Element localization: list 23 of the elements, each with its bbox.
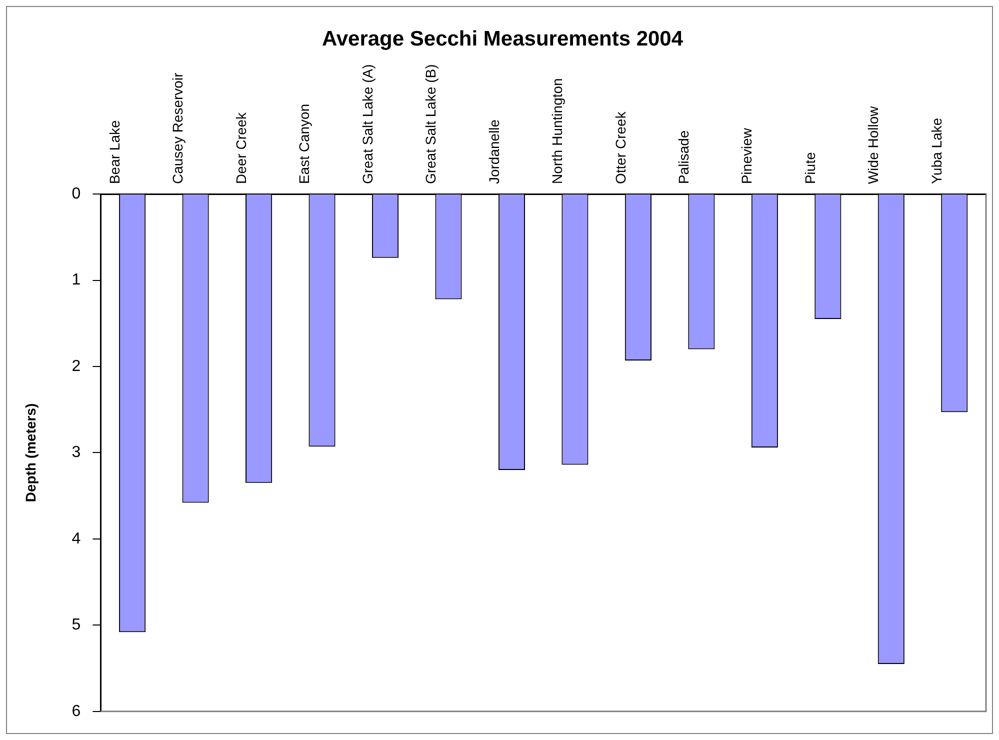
x-tick-label: East Canyon — [296, 104, 312, 184]
x-tick-label: Otter Creek — [612, 110, 628, 184]
y-tick-label: 5 — [72, 616, 81, 634]
x-tick-label: Yuba Lake — [928, 118, 944, 184]
x-tick-label: Great Salt Lake (B) — [422, 64, 439, 184]
chart-title: Average Secchi Measurements 2004 — [322, 27, 684, 50]
x-tick-label: Causey Reservoir — [170, 72, 186, 184]
y-tick-label: 1 — [72, 272, 81, 289]
y-tick-label: 3 — [72, 444, 81, 462]
x-tick-label: Deer Creek — [232, 111, 249, 184]
x-tick-label: Palisade — [676, 130, 692, 184]
x-tick-label: North Huntington — [549, 78, 566, 184]
x-tick-label: Piute — [802, 152, 818, 184]
y-tick-label: 4 — [72, 530, 81, 548]
x-tick-label: Jordanelle — [486, 119, 502, 184]
y-tick-label: 6 — [72, 702, 81, 720]
x-tick-label: Pineview — [738, 127, 755, 184]
y-axis-title: Depth (meters) — [22, 403, 38, 502]
x-tick-label: Bear Lake — [106, 120, 122, 184]
y-tick-label: 2 — [72, 358, 81, 375]
x-tick-label: Great Salt Lake (A) — [359, 64, 376, 184]
y-tick-label: 0 — [72, 185, 81, 202]
x-tick-label: Wide Hollow — [865, 105, 882, 184]
